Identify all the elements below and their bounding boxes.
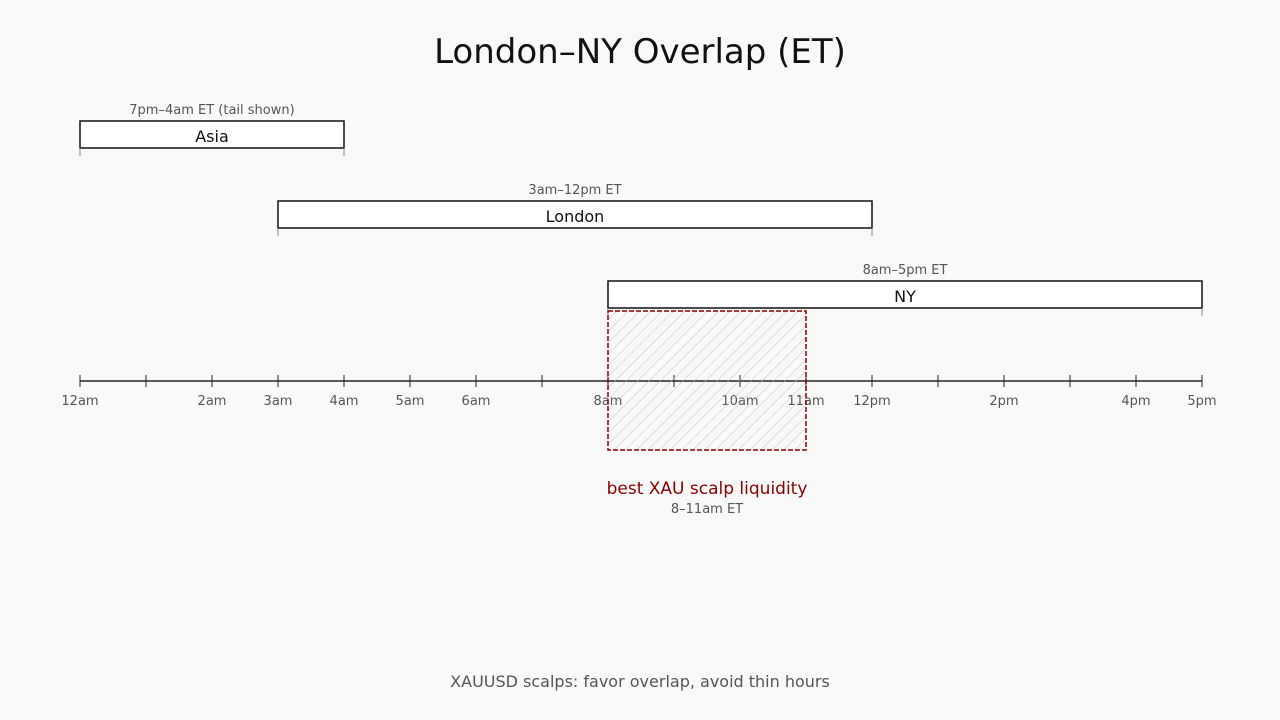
session-range-label: 8am–5pm ET bbox=[863, 263, 948, 278]
axis-tick-label: 2am bbox=[198, 394, 227, 409]
session-bar bbox=[607, 280, 1203, 309]
session-bar bbox=[277, 200, 873, 229]
highlight-label: best XAU scalp liquidity bbox=[607, 479, 808, 499]
axis-tick-label: 5am bbox=[396, 394, 425, 409]
diagram-title: London–NY Overlap (ET) bbox=[434, 32, 846, 72]
footer-note: XAUUSD scalps: favor overlap, avoid thin… bbox=[450, 672, 830, 691]
session-ny: NY 8am–5pm ET bbox=[607, 263, 1203, 316]
session-range-label: 7pm–4am ET (tail shown) bbox=[129, 103, 294, 118]
axis-tick-label: 5pm bbox=[1187, 394, 1216, 409]
session-name: London bbox=[546, 207, 605, 226]
axis-tick-label: 2pm bbox=[989, 394, 1018, 409]
axis-tick-label: 4am bbox=[330, 394, 359, 409]
session-name: NY bbox=[894, 287, 916, 306]
axis-tick-label: 3am bbox=[264, 394, 293, 409]
session-asia: Asia 7pm–4am ET (tail shown) bbox=[79, 103, 345, 156]
axis-tick-label: 12am bbox=[61, 394, 98, 409]
highlight-box bbox=[607, 310, 807, 451]
axis-tick-label: 4pm bbox=[1121, 394, 1150, 409]
session-london: London 3am–12pm ET bbox=[277, 183, 873, 236]
overlap-highlight: best XAU scalp liquidity 8–11am ET bbox=[607, 310, 808, 517]
axis-tick-label: 12pm bbox=[853, 394, 890, 409]
session-range-label: 3am–12pm ET bbox=[528, 183, 621, 198]
axis-tick-label: 6am bbox=[462, 394, 491, 409]
highlight-sublabel: 8–11am ET bbox=[671, 502, 743, 517]
session-bar bbox=[79, 120, 345, 149]
session-name: Asia bbox=[195, 127, 229, 146]
sessions: Asia 7pm–4am ET (tail shown) London 3am–12p… bbox=[79, 103, 1203, 316]
